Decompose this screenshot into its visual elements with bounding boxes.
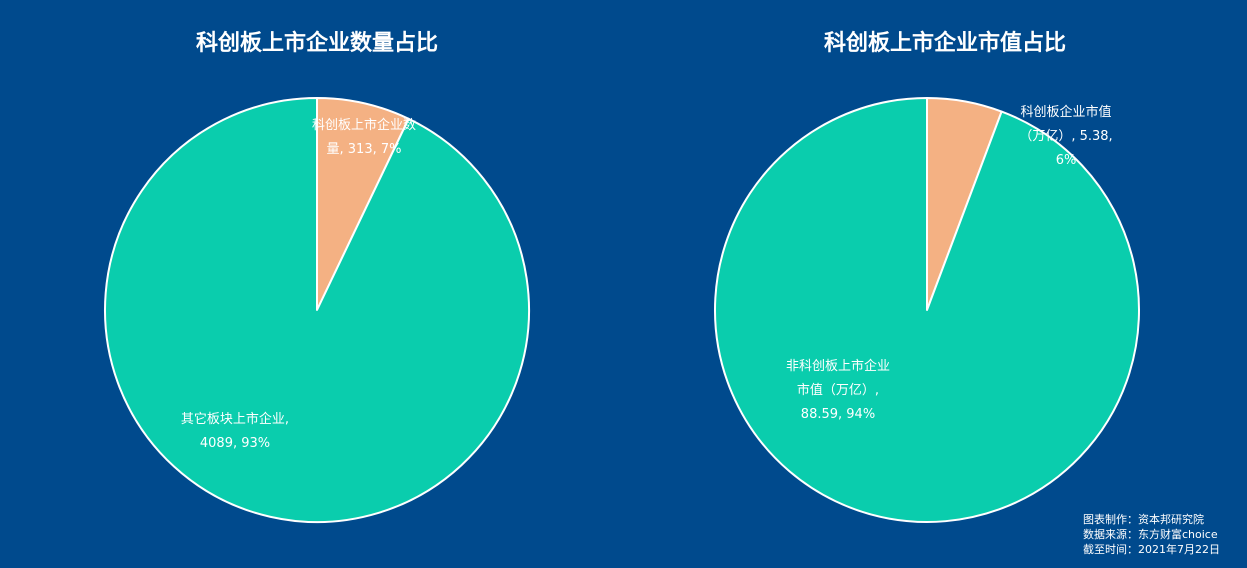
pie2-slice-2-label: 非科创板上市企业市值（万亿）, 88.59, 94% (786, 358, 890, 422)
pie1-slice-2-label-line: 其它板块上市企业, (181, 411, 289, 427)
pie1-slice-2-label-line: 4089, 93% (200, 436, 270, 451)
pie1-slice-1-label: 科创板上市企业数量, 313, 7% (312, 117, 416, 157)
pie1-slice-2-label: 其它板块上市企业, 4089, 93% (181, 411, 289, 451)
chart-title-count: 科创板上市企业数量占比 (196, 30, 438, 56)
chart-title-market-cap: 科创板上市企业市值占比 (824, 30, 1066, 56)
pie2-slice-1-label-line: 6% (1056, 153, 1077, 168)
source-footnote: 图表制作：资本邦研究院 数据来源：东方财富choice 截至时间：2021年7月… (1083, 512, 1220, 557)
pie2-slice-2-label-line: 88.59, 94% (801, 407, 875, 422)
pie1-slice-2 (104, 97, 530, 523)
footnote-author: 图表制作：资本邦研究院 (1083, 513, 1204, 526)
footnote-source: 数据来源：东方财富choice (1083, 528, 1218, 541)
pie2-slice-1-label-line: 科创板企业市值 (1020, 104, 1111, 120)
pie2-slice-2 (714, 97, 1140, 523)
pie2-slice-1-label-line: （万亿）, 5.38, (1019, 129, 1112, 144)
pie2-slice-1-label: 科创板企业市值 （万亿）, 5.38, 6% (1019, 104, 1112, 168)
pie1-slice-1-label-line: 科创板上市企业数 (312, 117, 416, 133)
footnote-date: 截至时间：2021年7月22日 (1083, 543, 1220, 556)
pie1-slice-1-label-line: 量, 313, 7% (327, 142, 402, 157)
pie2-slice-2-label-line: 市值（万亿）, (797, 382, 879, 398)
pie2-slice-2-label-line: 非科创板上市企业 (786, 358, 890, 374)
